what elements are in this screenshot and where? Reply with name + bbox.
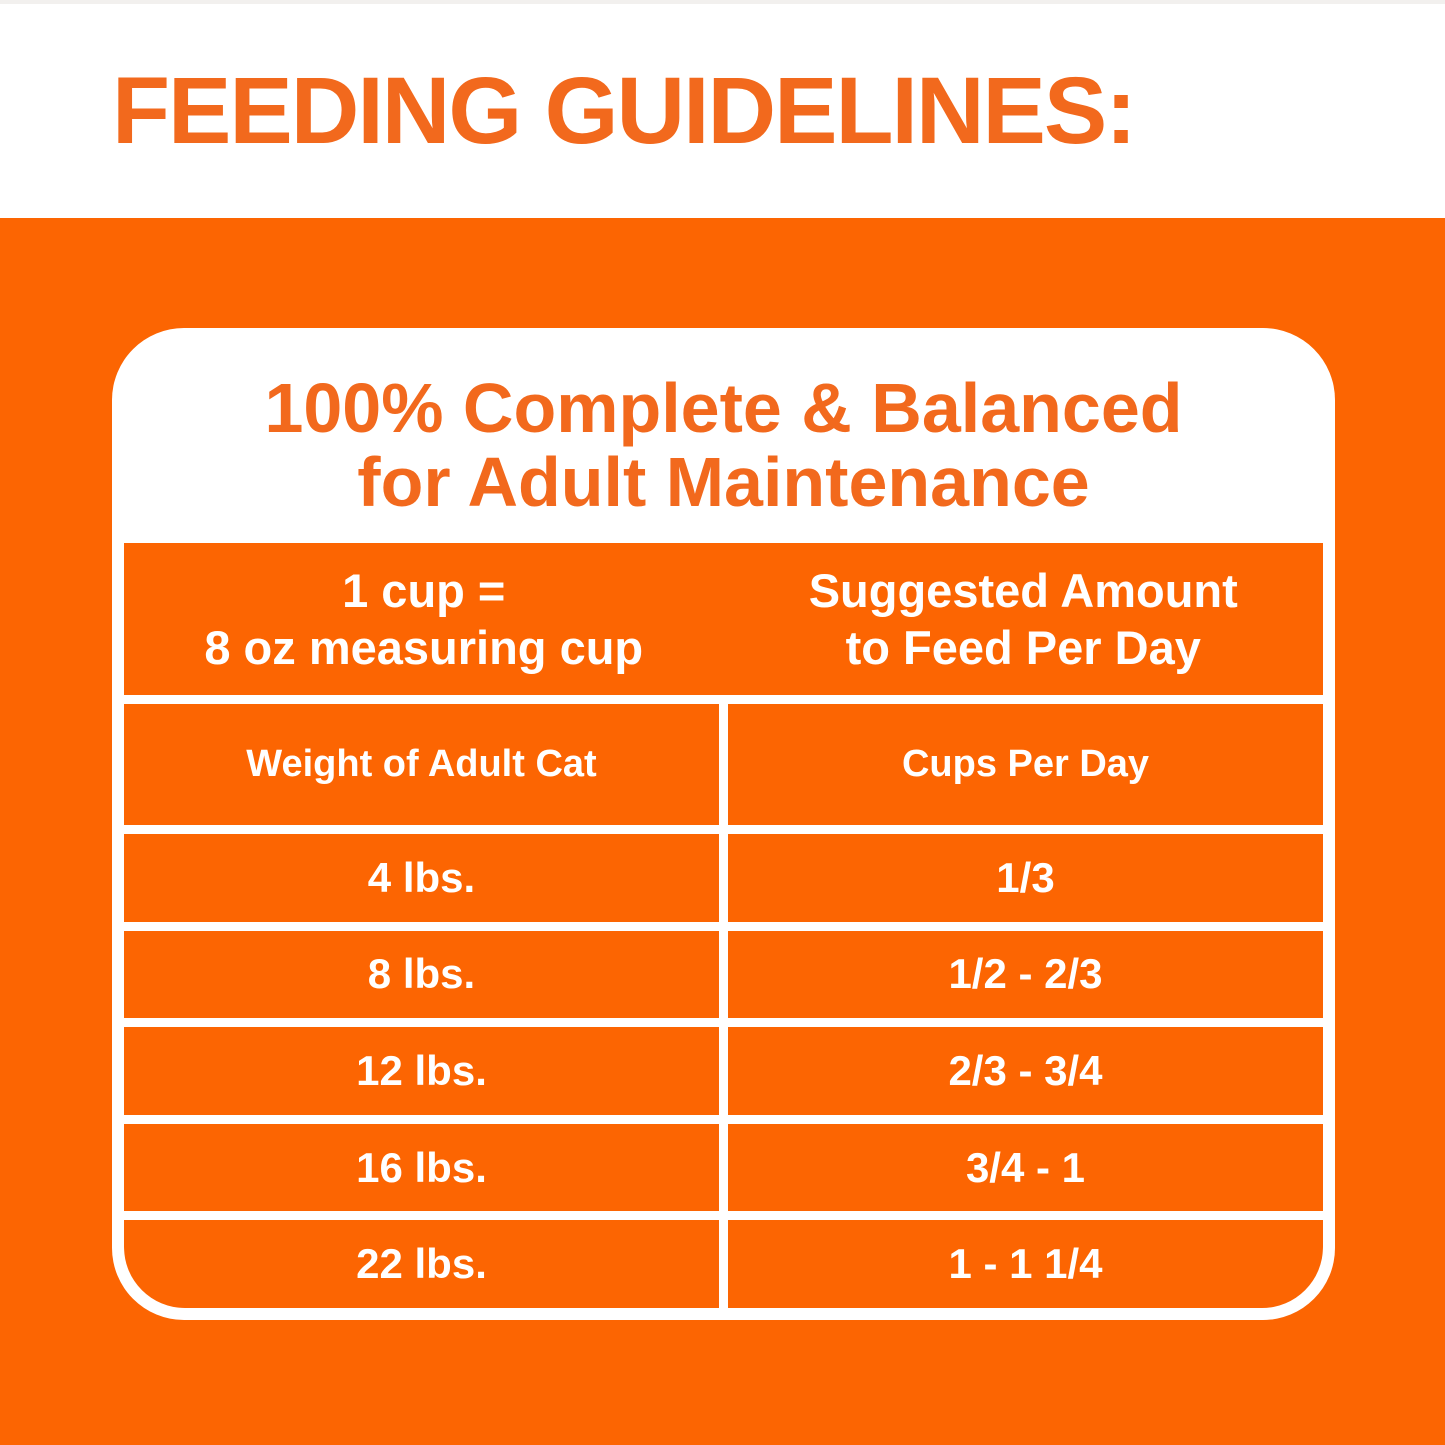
weight-cell: 22 lbs. — [124, 1220, 719, 1308]
cups-column-header: Cups Per Day — [728, 704, 1323, 825]
cups-cell: 1/2 - 2/3 — [728, 930, 1323, 1019]
weight-column-header: Weight of Adult Cat — [124, 704, 719, 825]
table-row: 16 lbs. 3/4 - 1 — [124, 1123, 1323, 1212]
card-heading-line2: for Adult Maintenance — [357, 442, 1090, 521]
table-row-column-headers: Weight of Adult Cat Cups Per Day — [124, 704, 1323, 825]
weight-cell: 8 lbs. — [124, 930, 719, 1019]
measure-note-cell: 1 cup = 8 oz measuring cup — [124, 543, 724, 695]
table-row: 22 lbs. 1 - 1 1/4 — [124, 1220, 1323, 1308]
card-heading: 100% Complete & Balanced for Adult Maint… — [112, 328, 1335, 543]
measure-note-line1: 1 cup = — [342, 564, 506, 617]
suggested-amount-cell: Suggested Amount to Feed Per Day — [723, 543, 1323, 695]
suggested-amount-line2: to Feed Per Day — [845, 621, 1201, 674]
weight-cell: 4 lbs. — [124, 834, 719, 922]
weight-cell: 16 lbs. — [124, 1123, 719, 1212]
cups-cell: 1 - 1 1/4 — [728, 1220, 1323, 1308]
page-title: FEEDING GUIDELINES: — [112, 57, 1137, 164]
top-band: FEEDING GUIDELINES: — [0, 0, 1445, 218]
table-row: 8 lbs. 1/2 - 2/3 — [124, 930, 1323, 1019]
orange-background: 100% Complete & Balanced for Adult Maint… — [0, 218, 1445, 1445]
card-heading-line1: 100% Complete & Balanced — [264, 368, 1183, 447]
guidelines-card: 100% Complete & Balanced for Adult Maint… — [112, 328, 1335, 1320]
cups-cell: 1/3 — [728, 834, 1323, 922]
measure-note-line2: 8 oz measuring cup — [204, 621, 644, 674]
cups-cell: 2/3 - 3/4 — [728, 1027, 1323, 1115]
table-row-measure-note: 1 cup = 8 oz measuring cup Suggested Amo… — [124, 543, 1323, 695]
weight-cell: 12 lbs. — [124, 1027, 719, 1115]
table-row: 12 lbs. 2/3 - 3/4 — [124, 1027, 1323, 1115]
feeding-table: 1 cup = 8 oz measuring cup Suggested Amo… — [124, 543, 1323, 1308]
cups-cell: 3/4 - 1 — [728, 1123, 1323, 1212]
table-row: 4 lbs. 1/3 — [124, 834, 1323, 922]
suggested-amount-line1: Suggested Amount — [808, 564, 1238, 617]
